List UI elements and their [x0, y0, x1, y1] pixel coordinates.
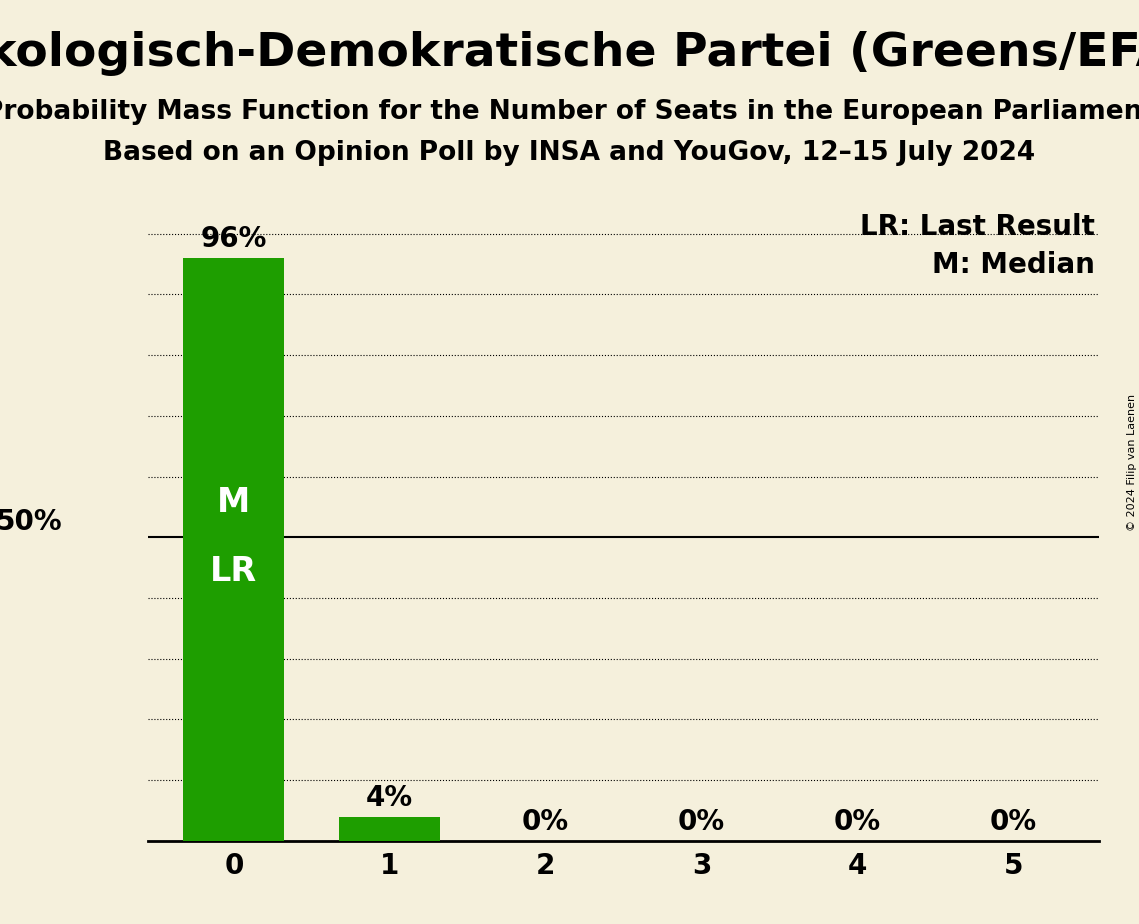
Text: M: M — [218, 486, 251, 519]
Bar — [183, 258, 285, 841]
Text: Based on an Opinion Poll by INSA and YouGov, 12–15 July 2024: Based on an Opinion Poll by INSA and You… — [104, 140, 1035, 166]
Text: 96%: 96% — [200, 225, 267, 253]
Text: Ökologisch-Demokratische Partei (Greens/EFA): Ökologisch-Demokratische Partei (Greens/… — [0, 23, 1139, 76]
Text: 50%: 50% — [0, 508, 63, 536]
Text: Probability Mass Function for the Number of Seats in the European Parliament: Probability Mass Function for the Number… — [0, 99, 1139, 125]
Text: LR: LR — [211, 555, 257, 589]
Text: © 2024 Filip van Laenen: © 2024 Filip van Laenen — [1126, 394, 1137, 530]
Text: M: Median: M: Median — [932, 251, 1095, 279]
Text: 0%: 0% — [834, 808, 882, 836]
Text: 4%: 4% — [366, 784, 413, 811]
Bar — [339, 817, 441, 841]
Text: 0%: 0% — [522, 808, 570, 836]
Text: LR: Last Result: LR: Last Result — [860, 213, 1095, 241]
Text: 0%: 0% — [678, 808, 726, 836]
Text: 0%: 0% — [990, 808, 1036, 836]
